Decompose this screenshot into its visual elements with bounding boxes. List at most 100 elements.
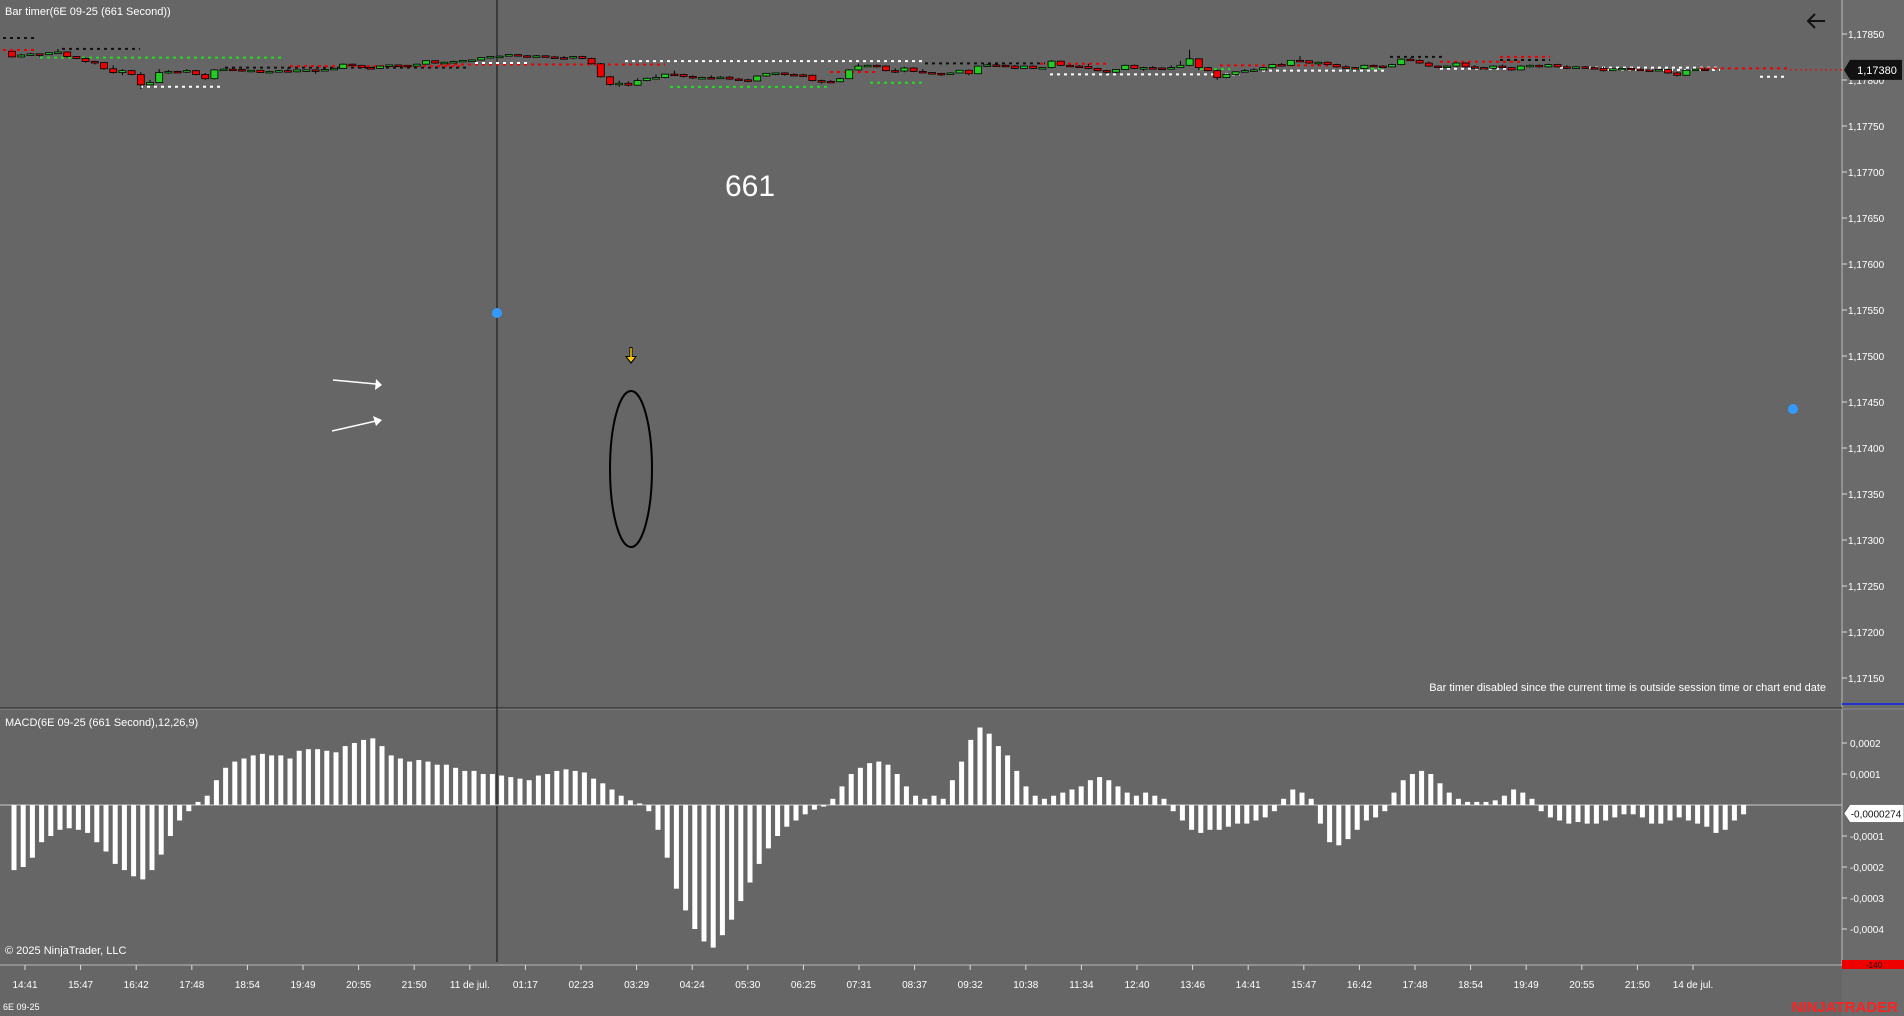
price-tick-label: 1,17850 [1848,30,1885,41]
candle-body [136,74,145,86]
macd-bar [995,746,1001,805]
price-tick-label: 1,17650 [1848,214,1885,225]
candle [1627,67,1636,71]
candle-body [302,69,311,72]
candle-body [523,55,532,58]
macd-bar [627,800,633,805]
macd-bar [535,775,541,805]
candle [486,56,495,59]
candle [1526,64,1534,68]
price-tick-label: 1,17250 [1848,582,1885,593]
candle-body [918,71,927,74]
candle-body [54,51,62,54]
yellow-down-arrow-icon [625,347,637,364]
candle [256,69,265,73]
macd-bar [1290,789,1296,805]
candle [1673,72,1682,77]
macd-bar [1014,770,1020,805]
candle-body [670,73,679,77]
macd-bar [1667,805,1673,821]
candle [201,72,210,80]
candle-body [854,65,863,71]
macd-bar [793,805,799,821]
candle [688,75,697,80]
candle [652,74,660,80]
candle [1204,66,1212,72]
candle-body [26,53,35,56]
macd-bar [296,750,302,805]
candle [1296,56,1304,63]
time-tick-label: 08:37 [902,980,927,991]
candle-body [219,68,228,72]
candle-body [891,70,900,73]
price-tick-label: 1,17350 [1848,490,1885,501]
macd-bar [112,805,118,864]
candle [1700,67,1709,72]
time-tick-label: 19:49 [1514,980,1539,991]
time-tick-label: 20:55 [346,980,371,991]
macd-bar [1492,800,1498,805]
candle [100,62,108,70]
candle-body [1194,58,1203,69]
candle-body [256,69,265,73]
price-axis[interactable] [1842,0,1904,1016]
candle [1084,63,1093,70]
candle-body [284,70,292,73]
candle [744,78,752,83]
candle-body [707,77,716,80]
instrument-label: 6E 09-25 [3,1002,40,1012]
candle [164,69,173,74]
arrow-left-icon[interactable] [1800,8,1830,34]
macd-bar [39,805,45,843]
macd-bar [1253,805,1259,821]
candle-body [1443,65,1452,68]
candle [1075,64,1084,68]
price-tick-label: 1,17600 [1848,260,1885,271]
candle-body [863,64,872,68]
candle [1535,64,1544,68]
macd-bar [1336,805,1342,846]
candle-body [1489,65,1498,69]
candle [1590,66,1599,70]
candle [1167,65,1176,70]
candle-body [587,58,596,65]
candle-body [1305,60,1314,64]
candle-body [431,60,440,64]
candle-body [541,55,550,58]
candle [1654,69,1663,72]
candle-body [109,68,118,73]
candle-body [412,63,421,67]
candle-body [1526,64,1534,68]
candle-body [974,65,982,75]
macd-bar [802,805,808,815]
macd-bar [1593,805,1599,824]
candle-body [1268,64,1277,69]
candle-body [440,61,449,65]
candle-body [403,64,412,68]
candle [1286,59,1295,66]
price-tick-label: 1,17750 [1848,122,1885,133]
candle [210,69,219,80]
macd-bar [1023,786,1029,805]
legend-dashes [3,37,38,51]
macd-bar [94,805,100,843]
candle [955,69,964,74]
macd-bar [1271,805,1277,812]
candle [127,69,136,76]
candle [569,56,578,60]
candle [845,69,854,80]
macd-bar [1281,798,1287,805]
candle-body [1388,64,1396,68]
candle [1213,69,1222,80]
candle [238,68,246,72]
macd-bar [1722,805,1728,830]
candle [1066,64,1074,68]
macd-bar [66,805,72,829]
candle [146,79,154,86]
candle [624,81,633,87]
candle-body [44,52,53,56]
price-tick-label: 1,17400 [1848,444,1885,455]
time-tick-label: 15:47 [1291,980,1316,991]
candle [670,70,679,77]
macd-bar [618,795,624,805]
